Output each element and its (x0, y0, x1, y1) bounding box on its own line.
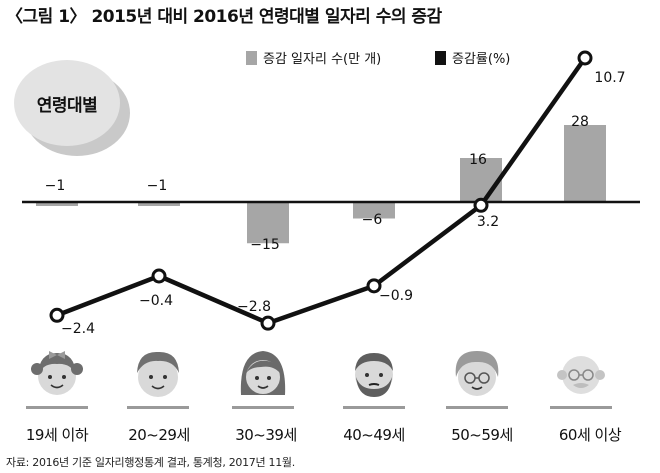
age-underline (446, 406, 508, 409)
child-face-icon (31, 351, 83, 395)
rate-value-label: −0.9 (379, 288, 413, 304)
age-underline (127, 406, 189, 409)
young-man-face-icon (137, 351, 179, 397)
age-underline (550, 406, 612, 409)
chart-title: 〈그림 1〉 2015년 대비 2016년 연령대별 일자리 수의 증감 (6, 7, 442, 27)
rate-value-label: 10.7 (594, 70, 625, 86)
middle-aged-woman-face-icon (455, 351, 499, 396)
bearded-man-face-icon (355, 353, 393, 397)
x-tick-label: 40~49세 (343, 426, 405, 444)
x-tick-label: 20~29세 (128, 426, 190, 444)
woman-face-icon (240, 351, 286, 395)
age-underline (26, 406, 88, 409)
bar (564, 125, 606, 202)
legend-swatch-line (435, 50, 446, 65)
legend-label-line: 증감률(%) (452, 52, 511, 67)
bar-value-label: 28 (571, 114, 589, 130)
x-tick-label: 30~39세 (235, 426, 297, 444)
legend-swatch-bar (246, 50, 257, 65)
bar (353, 202, 395, 219)
elderly-man-face-icon (557, 356, 605, 394)
rate-point (260, 315, 276, 331)
rate-point (366, 278, 382, 294)
bar (247, 202, 289, 244)
rate-value-label: 3.2 (477, 214, 499, 230)
rate-value-label: −0.4 (139, 293, 173, 309)
age-underline (232, 406, 294, 409)
bar (460, 158, 502, 202)
x-tick-label: 50~59세 (451, 426, 513, 444)
rate-point (577, 50, 593, 66)
bar-value-label: 16 (469, 152, 487, 168)
legend-item-bar: 증감 일자리 수(만 개) (246, 48, 381, 67)
bar-value-label: −6 (362, 212, 383, 228)
rate-value-label: −2.4 (61, 321, 95, 337)
rate-line (56, 56, 587, 326)
bar-value-label: −1 (147, 178, 168, 194)
bar-value-label: −15 (250, 237, 280, 253)
legend-item-line: 증감률(%) (435, 48, 510, 67)
category-badge-label: 연령대별 (36, 95, 98, 116)
bar (138, 202, 180, 206)
rate-point (473, 197, 489, 213)
bar (36, 202, 78, 206)
rate-point (151, 268, 167, 284)
source-note: 자료: 2016년 기준 일자리행정통계 결과, 통계청, 2017년 11월. (6, 456, 295, 469)
x-tick-label: 19세 이하 (25, 426, 89, 444)
category-badge: 연령대별 (14, 60, 120, 146)
rate-point (49, 307, 65, 323)
bar-value-label: −1 (45, 178, 66, 194)
x-tick-label: 60세 이상 (558, 426, 622, 444)
legend-label-bar: 증감 일자리 수(만 개) (263, 52, 382, 67)
age-underline (343, 406, 405, 409)
rate-value-label: −2.8 (237, 299, 271, 315)
